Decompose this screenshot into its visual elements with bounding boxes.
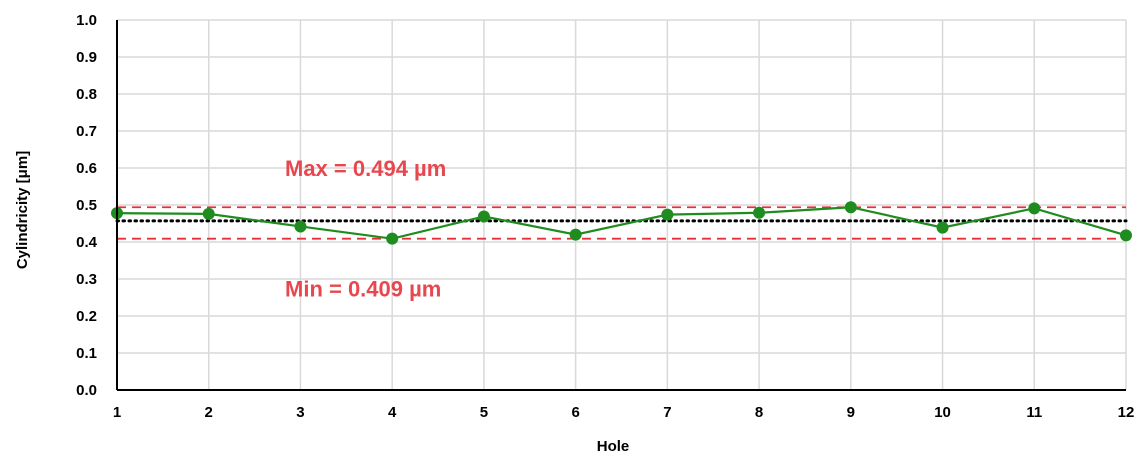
data-point bbox=[386, 232, 399, 245]
tick-labels: 0.00.10.20.30.40.50.60.70.80.91.01 2 3 4 5 6 7… bbox=[76, 12, 1134, 421]
y-tick-label: 1.0 bbox=[76, 12, 97, 29]
y-tick-label: 0.5 bbox=[76, 197, 97, 214]
axes bbox=[116, 20, 1126, 391]
data-point bbox=[936, 221, 949, 234]
x-tick-label: 1 bbox=[113, 404, 121, 421]
x-tick-label: 2 bbox=[205, 404, 213, 421]
x-tick-label: 3 bbox=[296, 404, 304, 421]
y-tick-label: 0.9 bbox=[76, 49, 97, 66]
annotations: Max = 0.494 µm Min = 0.409 µm bbox=[285, 156, 446, 301]
series-line bbox=[116, 206, 1127, 240]
data-point bbox=[844, 201, 857, 214]
x-tick-label: 8 bbox=[755, 404, 763, 421]
x-tick-label: 10 bbox=[934, 404, 951, 421]
data-point bbox=[294, 220, 307, 233]
x-tick-label: 4 bbox=[388, 404, 397, 421]
y-tick-label: 0.2 bbox=[76, 308, 97, 325]
data-point bbox=[1028, 202, 1041, 215]
x-axis-title: Hole bbox=[597, 438, 630, 455]
min-annotation: Min = 0.409 µm bbox=[285, 276, 441, 301]
y-tick-label: 0.0 bbox=[76, 382, 97, 399]
x-tick-label: 5 bbox=[480, 404, 488, 421]
y-axis-title: Cylindricity [μm] bbox=[14, 151, 31, 269]
x-tick-label: 12 bbox=[1118, 404, 1135, 421]
data-point bbox=[661, 208, 674, 221]
y-tick-label: 0.7 bbox=[76, 123, 97, 140]
reference-lines bbox=[115, 206, 1128, 240]
x-tick-label: 6 bbox=[571, 404, 579, 421]
data-point bbox=[202, 207, 215, 220]
x-tick-label: 9 bbox=[847, 404, 855, 421]
y-tick-label: 0.4 bbox=[76, 234, 98, 251]
grid bbox=[117, 19, 1127, 390]
y-tick-label: 0.1 bbox=[76, 345, 97, 362]
x-tick-label: 7 bbox=[663, 404, 671, 421]
y-tick-label: 0.8 bbox=[76, 86, 97, 103]
data-point bbox=[753, 206, 766, 219]
data-point bbox=[477, 210, 490, 223]
y-tick-label: 0.6 bbox=[76, 160, 97, 177]
data-point bbox=[1120, 229, 1132, 242]
data-point bbox=[569, 228, 582, 241]
max-annotation: Max = 0.494 µm bbox=[285, 156, 446, 181]
x-tick-label: 11 bbox=[1026, 404, 1042, 421]
y-tick-label: 0.3 bbox=[76, 271, 97, 288]
